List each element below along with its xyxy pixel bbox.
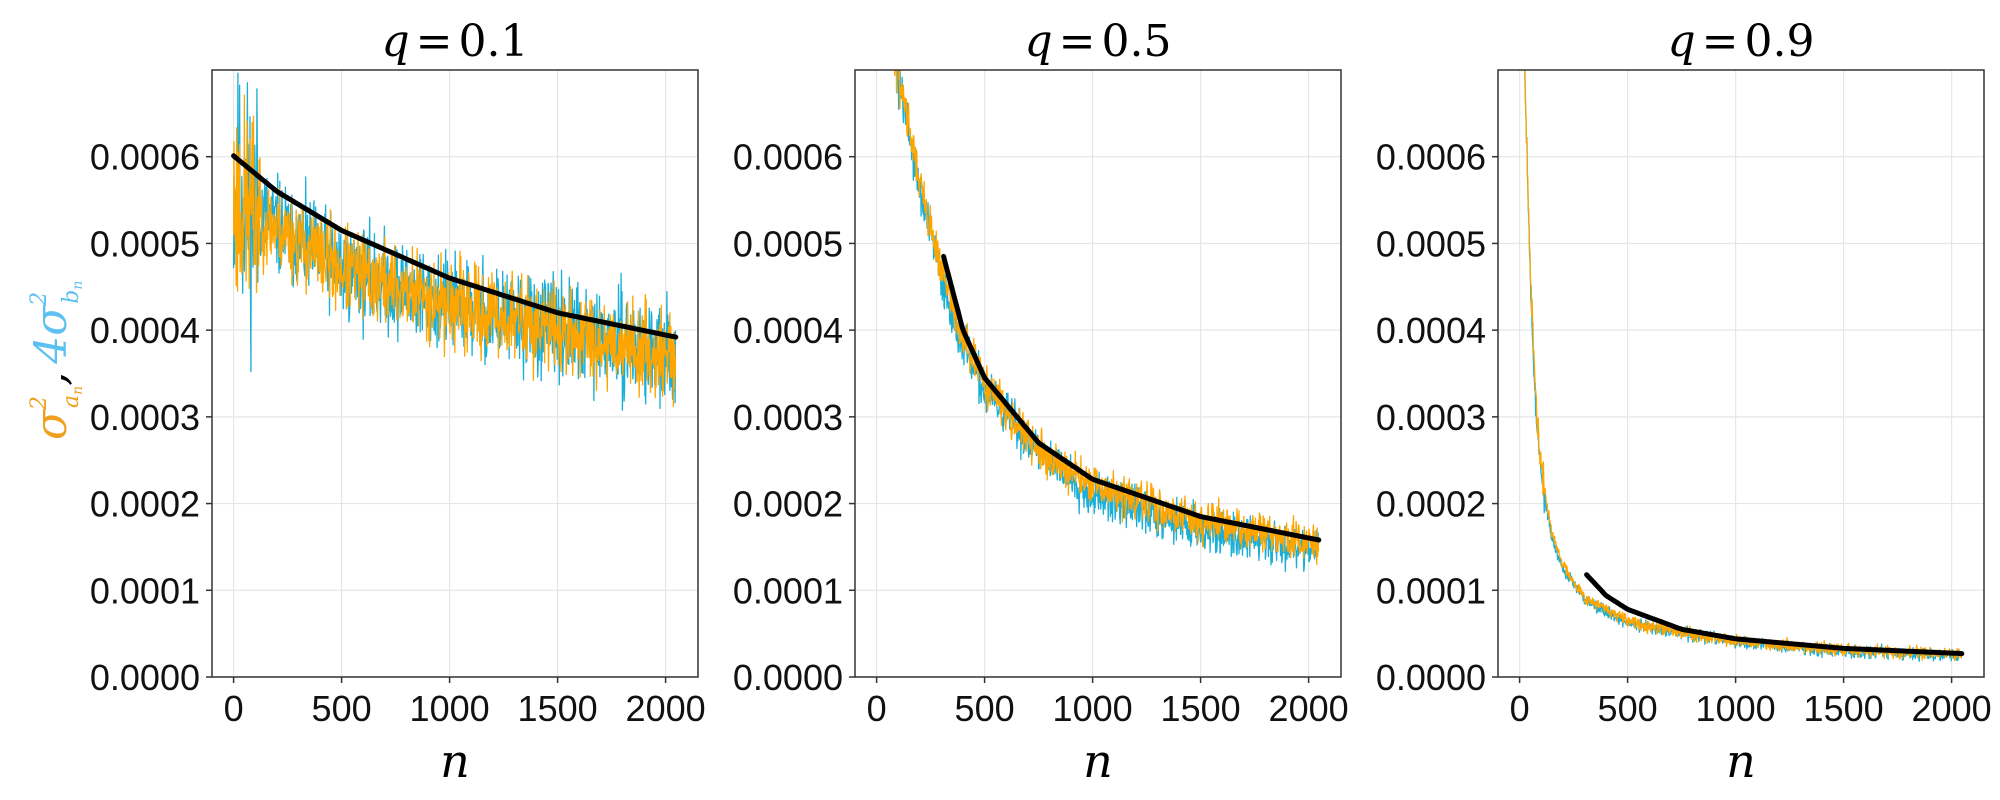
panel-q-0-9: 0.0000 0.0001 0.0002 0.0003 0.0004 0.0005 0.00…: [1376, 16, 1992, 788]
x-tick-label: 500: [1598, 688, 1658, 729]
fit-curve: [1584, 572, 1965, 657]
axes-frame: [211, 69, 699, 678]
y-tick-label: 0.0005: [1376, 223, 1486, 264]
y-tick-label: 0.0000: [733, 657, 843, 698]
x-tick-label: 1000: [1696, 688, 1776, 729]
y-tick-label: 0.0005: [733, 223, 843, 264]
y-tick-label: 0.0001: [733, 570, 843, 611]
ylabel-separator: ,: [26, 372, 77, 386]
y-tick-label: 0.0006: [733, 137, 843, 178]
panel-title: q = 0.5: [1024, 16, 1171, 67]
x-tick-label: 0: [867, 688, 887, 729]
ylabel-sigma-b-sup: 2: [27, 292, 52, 307]
series-group: [231, 72, 679, 411]
x-axis-label: n: [440, 734, 470, 788]
title-value: 0.9: [1745, 16, 1815, 67]
series-line: [232, 94, 677, 408]
panel-title: q = 0.1: [381, 16, 528, 67]
title-variable: q: [1024, 16, 1052, 67]
title-value: 0.5: [1102, 16, 1172, 67]
axes-frame: [1497, 69, 1985, 678]
series-group: [1523, 70, 1965, 663]
y-tick-label: 0.0003: [1376, 397, 1486, 438]
y-tick-label: 0.0001: [1376, 570, 1486, 611]
fit-curve: [231, 153, 679, 340]
panel-q-0-5: 0.0000 0.0001 0.0002 0.0003 0.0004 0.0005 0.00…: [733, 16, 1349, 788]
y-tick-label: 0.0002: [733, 484, 843, 525]
ylabel-sigma-a: σ: [26, 408, 77, 440]
fit-curve: [941, 253, 1322, 543]
grid: [855, 70, 1341, 678]
x-tick-label: 1500: [1161, 688, 1241, 729]
x-tick-label: 2000: [1912, 688, 1992, 729]
ylabel-sigma-b: 4σ: [26, 304, 77, 365]
x-tick-label: 500: [955, 688, 1015, 729]
grid: [1498, 70, 1984, 678]
y-tick-label: 0.0003: [90, 397, 200, 438]
x-tick-label: 0: [1510, 688, 1530, 729]
x-tick-label: 2000: [626, 688, 706, 729]
ylabel-sigma-a-sub: a: [59, 395, 84, 408]
y-tick-label: 0.0002: [1376, 484, 1486, 525]
x-tick-label: 1500: [1804, 688, 1884, 729]
title-equals: =: [416, 16, 453, 67]
y-tick-label: 0.0001: [90, 570, 200, 611]
y-tick-label: 0.0005: [90, 223, 200, 264]
x-tick-label: 500: [312, 688, 372, 729]
series-group: [893, 70, 1322, 573]
x-tick-label: 1500: [518, 688, 598, 729]
ylabel-sigma-b-sub: b: [59, 290, 84, 304]
y-tick-label: 0.0006: [1376, 137, 1486, 178]
y-tick-label: 0.0000: [1376, 657, 1486, 698]
x-axis-label: n: [1083, 734, 1113, 788]
ylabel-sigma-b-subsub: n: [70, 281, 86, 290]
x-axis-label: n: [1726, 734, 1756, 788]
x-tick-label: 1000: [1053, 688, 1133, 729]
axes-frame: [854, 69, 1342, 678]
y-tick-label: 0.0002: [90, 484, 200, 525]
y-tick-label: 0.0006: [90, 137, 200, 178]
title-equals: =: [1059, 16, 1096, 67]
y-axis-label: σ2 an,4σ2 bn: [26, 281, 86, 440]
title-value: 0.1: [459, 16, 529, 67]
panel-title: q = 0.9: [1667, 16, 1814, 67]
ylabel-sigma-a-sup: 2: [27, 396, 52, 411]
y-tick-label: 0.0004: [1376, 310, 1486, 351]
panel-q-0-1: 0.0000 0.0001 0.0002 0.0003 0.0004 0.0005 0.00…: [90, 16, 706, 788]
series-line: [893, 70, 1320, 565]
y-tick-label: 0.0000: [90, 657, 200, 698]
title-equals: =: [1702, 16, 1739, 67]
y-tick-label: 0.0003: [733, 397, 843, 438]
ylabel-sigma-a-subsub: n: [70, 386, 86, 395]
y-tick-label: 0.0004: [733, 310, 843, 351]
title-variable: q: [381, 16, 409, 67]
x-tick-label: 2000: [1269, 688, 1349, 729]
x-tick-label: 0: [224, 688, 244, 729]
title-variable: q: [1667, 16, 1695, 67]
x-tick-label: 1000: [410, 688, 490, 729]
y-tick-label: 0.0004: [90, 310, 200, 351]
